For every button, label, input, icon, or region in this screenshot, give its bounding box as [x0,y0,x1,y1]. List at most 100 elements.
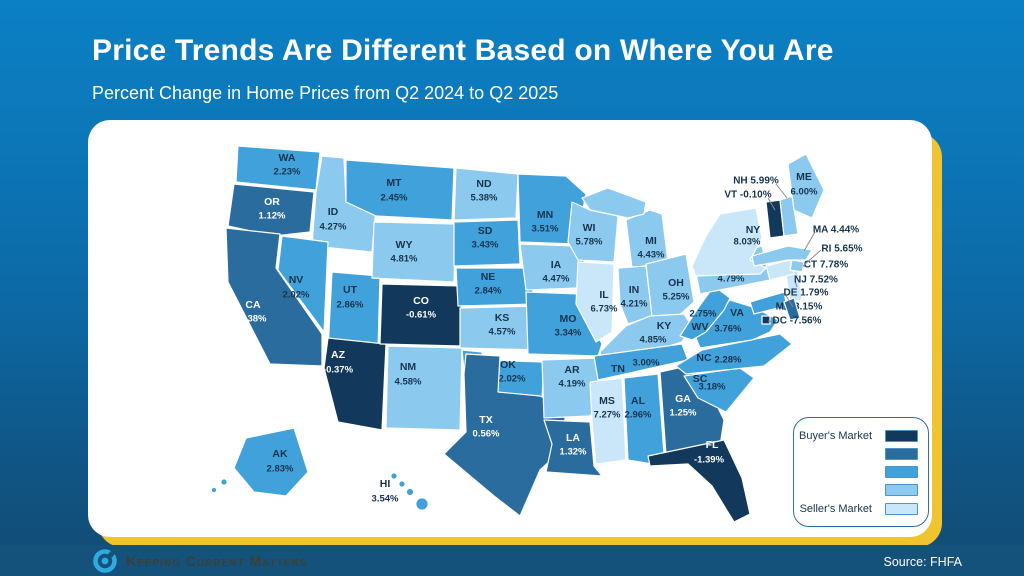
state-label-nh: NH 5.99% [733,176,779,187]
state-abbr-me: ME [796,171,812,183]
state-value-oh: 5.25% [663,292,690,303]
state-value-ga: 1.25% [670,408,697,419]
state-value-mo: 3.34% [555,328,582,339]
state-abbr-ut: UT [343,284,358,296]
state-ms: MS 7.27% [589,377,627,465]
state-wa: WA 2.23% [235,145,321,191]
legend-swatch-3 [885,466,918,478]
state-label-ct: CT 7.78% [804,260,849,271]
state-label-ri: RI 5.65% [821,244,862,255]
state-label-md: MD 3.15% [776,302,823,313]
state-oh: OH 5.25% [645,253,695,321]
state-abbr-tn: TN [611,363,625,375]
state-abbr-fl: FL [706,439,719,451]
state-value-nc: 2.28% [715,355,742,366]
page-title: Price Trends Are Different Based on Wher… [92,34,834,67]
map-card-wrap: WA 2.23% OR 1.12% CA 0.38% ID 4.27% NV 2.02% UT 2.8… [88,120,944,550]
legend-swatch-1 [885,429,918,442]
us-map: WA 2.23% OR 1.12% CA 0.38% ID 4.27% NV 2.02% UT 2.8… [211,145,863,523]
state-value-in: 4.21% [621,299,648,310]
brand-logo: Keeping Current Matters [92,548,307,574]
state-abbr-sc: SC [693,373,708,385]
state-value-il: 6.73% [591,304,618,315]
state-abbr-ga: GA [675,393,691,405]
state-sd: SD 3.43% [453,219,521,267]
state-abbr-nd: ND [476,178,492,190]
state-ma: MA 4.44% [751,225,859,267]
state-abbr-ia: IA [551,259,562,271]
state-value-mn: 3.51% [532,224,559,235]
state-or: OR 1.12% [227,183,315,237]
state-fl: FL -1.39% [647,439,751,523]
state-abbr-ny: NY [746,224,761,236]
state-abbr-la: LA [566,432,580,444]
legend: Buyer's Market Seller's Market [793,417,929,527]
state-abbr-ak: AK [272,448,288,460]
legend-swatch-2 [885,447,918,460]
state-value-id: 4.27% [320,222,347,233]
page-subtitle: Percent Change in Home Prices from Q2 20… [92,83,559,103]
state-value-nd: 5.38% [471,193,498,204]
state-value-ms: 7.27% [594,410,621,421]
state-value-ks: 4.57% [489,327,516,338]
state-value-va: 3.76% [715,324,742,335]
state-value-fl: -1.39% [694,455,725,466]
state-co: CO -0.61% [379,283,463,347]
state-value-wa: 2.23% [274,167,301,178]
state-value-tx: 0.56% [473,429,500,440]
state-wy: WY 4.81% [371,221,457,283]
state-label-dc: DC -7.56% [773,316,822,327]
state-ut: UT 2.86% [327,271,381,351]
state-value-wv: 2.75% [690,309,717,320]
footer-bar: Keeping Current Matters Source: FHFA [0,545,1024,576]
state-abbr-tx: TX [479,414,492,426]
state-value-wi: 5.78% [576,237,603,248]
state-value-wy: 4.81% [391,254,418,265]
state-il: IL 6.73% [575,261,618,343]
state-abbr-wy: WY [396,239,413,251]
state-nv: NV 2.02% [277,235,329,333]
state-ar: AR 4.19% [541,357,603,419]
state-la: LA 1.32% [543,419,603,477]
state-abbr-in: IN [629,284,640,296]
state-abbr-nm: NM [400,361,417,373]
state-value-ne: 2.84% [475,286,502,297]
state-ca: CA 0.38% [225,227,323,367]
state-abbr-mt: MT [386,177,402,189]
state-tx: TX 0.56% [443,353,567,517]
state-value-hi: 3.54% [372,494,399,505]
state-abbr-mo: MO [560,313,577,325]
state-abbr-ok: OK [500,359,516,371]
brand-name: Keeping Current Matters [126,553,308,569]
legend-swatch-4 [885,484,918,497]
state-ny: NY8.03% [691,207,767,277]
state-value-co: -0.61% [406,310,437,321]
state-abbr-ks: KS [495,312,510,324]
state-abbr-oh: OH [668,277,684,289]
state-value-ca: 0.38% [240,314,267,325]
state-me: ME 6.00% [787,153,825,219]
state-abbr-wa: WA [279,152,296,164]
state-value-sc: 3.18% [699,382,726,393]
state-mt: MT 2.45% [345,159,455,221]
state-abbr-co: CO [413,295,429,307]
legend-sellers-label: Seller's Market [799,502,872,515]
state-label-vt: VT -0.10% [724,190,771,201]
state-mi: MI 4.43% [581,187,669,269]
state-value-al: 2.96% [625,410,652,421]
state-abbr-id: ID [328,206,339,218]
state-nd: ND 5.38% [453,167,519,221]
state-abbr-ne: NE [481,271,496,283]
state-value-sd: 3.43% [472,240,499,251]
state-value-ok: 2.02% [499,374,526,385]
state-de: DE 1.79% [783,288,829,321]
state-value-pa: 4.79% [718,274,745,285]
state-value-mi: 4.43% [638,250,665,261]
source-note: Source: FHFA [883,555,963,569]
state-value-me: 6.00% [791,187,818,198]
state-value-or: 1.12% [259,211,286,222]
state-al: AL 2.96% [623,373,665,465]
state-abbr-al: AL [631,395,646,407]
state-abbr-mn: MN [537,209,553,221]
